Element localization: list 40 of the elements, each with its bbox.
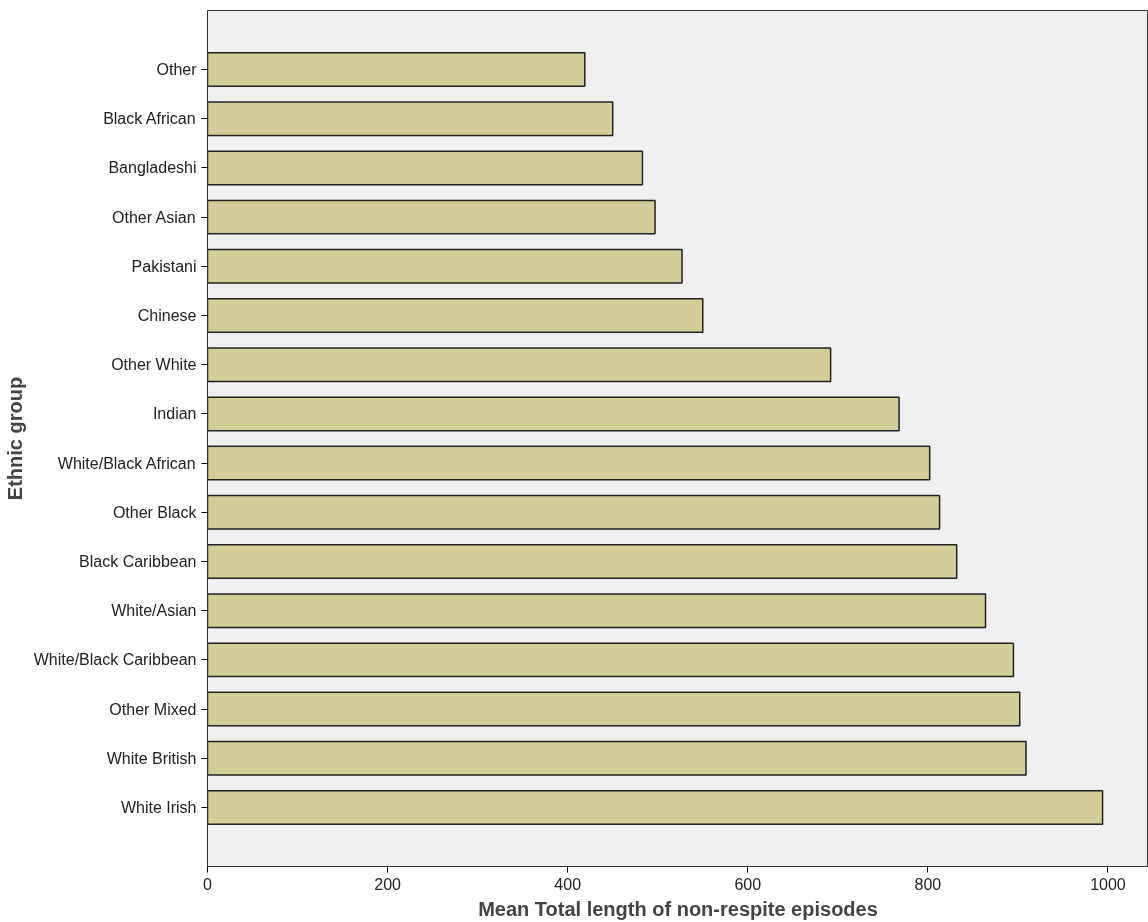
bar [207,298,704,333]
y-tick-label: Black Caribbean [79,552,197,570]
y-tick-label: White/Black African [57,454,196,472]
bar [207,593,987,629]
y-tick-label: White/Asian [111,602,197,620]
bar [207,396,900,432]
bar [207,740,1027,776]
x-tick-label: 0 [203,875,213,893]
y-tick-label: White British [106,749,197,767]
bar [207,789,1104,825]
x-axis-title: Mean Total length of non-respite episodes [478,897,878,920]
x-tick-label: 800 [914,875,942,893]
bar [207,544,958,579]
x-tick-label: 1000 [1090,875,1126,893]
y-tick-label: Other Mixed [109,700,197,718]
bar [207,101,614,137]
bar [207,248,683,284]
y-tick-label: Indian [152,405,197,423]
y-tick-label: White Irish [120,798,197,816]
bar [207,445,931,481]
y-tick-label: Bangladeshi [108,159,197,177]
y-tick-label: Black African [103,110,196,128]
x-tick-label: 600 [734,875,762,893]
bar [207,150,644,186]
bar [207,691,1021,727]
bar [207,347,832,383]
y-tick-label: Other Black [112,503,198,521]
y-tick-label: Pakistani [131,257,197,275]
y-tick-label: Other Asian [112,208,196,226]
bar [207,494,941,530]
bar [207,199,656,235]
x-tick-label: 200 [374,875,402,893]
y-tick-label: Other [156,61,198,79]
y-tick-label: Chinese [137,307,197,325]
bar [207,52,586,88]
y-tick-label: White/Black Caribbean [33,651,197,669]
x-tick-label: 400 [554,875,582,893]
bar [207,642,1015,678]
y-tick-label: Other White [111,356,197,374]
y-axis-title: Ethnic group [3,376,26,501]
